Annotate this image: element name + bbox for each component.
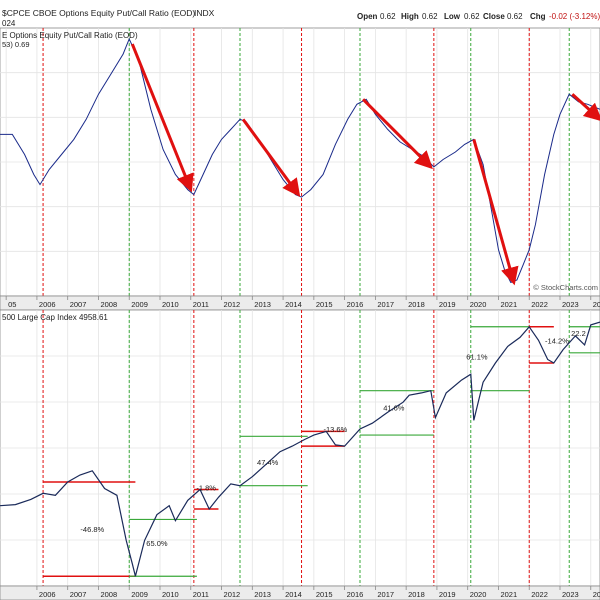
drawdown-label: -1.8% [196,483,216,492]
top-tick-label: 20 [593,300,600,309]
low-value: 0.62 [464,12,480,21]
top-axis: 05 2006 2007 2008 2009 2010 2011 2012 2013 2014 20… [0,295,600,311]
decline-arrow [130,43,194,193]
header: $CPCE CBOE Options Equity Put/Call Ratio… [2,8,600,28]
top-tick-label: 2009 [131,300,148,309]
top-tick-label: 2022 [531,300,548,309]
drawdown-label: -13.6% [324,425,348,434]
gain-label: 41.6% [383,404,405,413]
bottom-tick-label: 2021 [500,590,517,599]
bottom-tick-label: 20 [593,590,600,599]
top-tick-labels: 05 2006 2007 2008 2009 2010 2011 2012 2013 2014 20… [5,296,600,309]
bottom-legend: 500 Large Cap Index 4958.61 [2,313,108,322]
top-panel: E Options Equity Put/Call Ratio (EOD) 53… [0,27,600,297]
gain-label: 65.0% [146,539,168,548]
top-arrows [130,43,600,286]
bottom-tick-label: 2008 [100,590,117,599]
bottom-axis-strip [0,585,600,600]
bottom-series [0,321,600,577]
top-tick-label: 05 [8,300,16,309]
close-value: 0.62 [507,12,523,21]
top-legend-line1: E Options Equity Put/Call Ratio (EOD) [2,31,138,40]
decline-arrow [472,139,519,286]
decline-arrow [241,118,301,198]
close-label: Close [483,12,505,21]
gain-label: 22.2 [571,329,586,338]
top-grid [0,28,600,296]
top-tick-label: 2019 [439,300,456,309]
open-value: 0.62 [380,12,396,21]
bottom-tick-label: 2017 [377,590,394,599]
bottom-tick-label: 2022 [531,590,548,599]
bottom-tick-label: 2013 [254,590,271,599]
bottom-panel: -46.8% -1.8% -13.6% -14.2% 65.0% 47.4% 41.6% 61… [0,309,600,587]
date-fragment: 024 [2,19,16,28]
top-tick-label: 2007 [70,300,87,309]
top-tick-label: 2010 [162,300,179,309]
top-tick-label: 2014 [285,300,302,309]
decline-arrow [362,98,433,170]
top-tick-label: 2016 [347,300,364,309]
top-tick-label: 2023 [562,300,579,309]
quote-line: Open 0.62 High 0.62 Low 0.62 Close 0.62 … [357,12,600,21]
bottom-tick-label: 2023 [562,590,579,599]
exchange-label: INDX [194,8,215,18]
top-tick-label: 2020 [470,300,487,309]
drawdown-label: -46.8% [80,525,104,534]
bottom-tick-label: 2016 [347,590,364,599]
bottom-tick-label: 2012 [224,590,241,599]
low-label: Low [444,12,461,21]
bottom-tick-label: 2015 [316,590,333,599]
bottom-axis: 2006 2007 2008 2009 2010 2011 2012 2013 2014 2015… [0,585,600,600]
chg-value: -0.02 (-3.12%) [549,12,600,21]
chg-label: Chg [530,12,546,21]
index-price-line [0,321,600,577]
gain-label: 47.4% [257,458,279,467]
top-tick-label: 2015 [316,300,333,309]
bottom-tick-label: 2006 [39,590,56,599]
top-tick-label: 2017 [377,300,394,309]
bottom-tick-labels: 2006 2007 2008 2009 2010 2011 2012 2013 2014 2015… [36,586,600,599]
high-label: High [401,12,419,21]
bottom-tick-label: 2011 [193,590,209,599]
top-tick-label: 2012 [224,300,241,309]
bottom-tick-label: 2009 [131,590,148,599]
gain-label: 61.1% [466,353,488,362]
top-tick-label: 2011 [193,300,209,309]
bottom-vertical-lines [42,310,570,586]
bottom-annotation-labels: -46.8% -1.8% -13.6% -14.2% 65.0% 47.4% 41.6% 61… [80,329,585,548]
top-tick-label: 2021 [500,300,517,309]
high-value: 0.62 [422,12,438,21]
top-tick-label: 2013 [254,300,271,309]
bottom-tick-label: 2007 [70,590,87,599]
symbol-title: $CPCE CBOE Options Equity Put/Call Ratio… [2,8,195,18]
top-tick-label: 2006 [39,300,56,309]
bottom-tick-label: 2019 [439,590,456,599]
top-legend-line2: 53) 0.69 [2,40,30,49]
bottom-annotation-boxes [43,326,600,577]
decline-arrow [571,93,600,122]
bottom-tick-label: 2020 [470,590,487,599]
bottom-tick-label: 2010 [162,590,179,599]
drawdown-label: -14.2% [545,336,569,345]
top-tick-label: 2008 [100,300,117,309]
watermark: © StockCharts.com [533,283,598,292]
bottom-tick-label: 2014 [285,590,302,599]
open-label: Open [357,12,378,21]
bottom-tick-label: 2018 [408,590,425,599]
top-tick-label: 2018 [408,300,425,309]
